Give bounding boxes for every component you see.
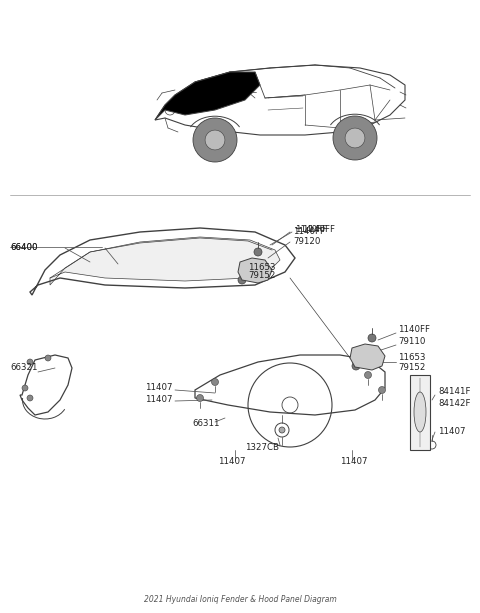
Circle shape	[205, 130, 225, 150]
Text: 66321: 66321	[10, 364, 37, 373]
Text: 66400: 66400	[10, 243, 37, 251]
Text: 11407: 11407	[340, 457, 368, 466]
Text: 1140FF: 1140FF	[293, 227, 325, 237]
Text: 66311: 66311	[192, 419, 219, 427]
Text: 66400: 66400	[10, 243, 37, 253]
Circle shape	[379, 387, 385, 394]
Text: 11407: 11407	[438, 427, 466, 436]
Circle shape	[279, 427, 285, 433]
Circle shape	[368, 334, 376, 342]
Text: 84141F: 84141F	[438, 387, 470, 397]
Text: 79152: 79152	[398, 364, 425, 373]
Text: 1140FF: 1140FF	[398, 326, 430, 335]
Text: 79120: 79120	[293, 237, 320, 246]
Ellipse shape	[414, 392, 426, 432]
Circle shape	[212, 378, 218, 386]
Circle shape	[27, 395, 33, 401]
Text: 11407: 11407	[145, 384, 173, 392]
Polygon shape	[410, 375, 430, 450]
Circle shape	[193, 118, 237, 162]
Circle shape	[352, 362, 360, 370]
Polygon shape	[238, 258, 272, 283]
Text: 79110: 79110	[398, 338, 425, 346]
Circle shape	[27, 359, 33, 365]
Text: 11407: 11407	[218, 457, 245, 466]
Polygon shape	[50, 237, 280, 285]
Circle shape	[333, 116, 377, 160]
Circle shape	[254, 248, 262, 256]
Circle shape	[22, 385, 28, 391]
Text: 11653: 11653	[398, 354, 425, 362]
Circle shape	[364, 371, 372, 378]
Text: 11653: 11653	[248, 264, 276, 273]
Circle shape	[238, 276, 246, 284]
Text: 11407: 11407	[145, 395, 173, 405]
Polygon shape	[350, 344, 385, 370]
Text: 1140FF: 1140FF	[295, 226, 327, 235]
Circle shape	[45, 355, 51, 361]
Circle shape	[196, 395, 204, 402]
Circle shape	[345, 128, 365, 148]
Text: 1327CB: 1327CB	[245, 443, 279, 452]
Text: 2021 Hyundai Ioniq Fender & Hood Panel Diagram: 2021 Hyundai Ioniq Fender & Hood Panel D…	[144, 595, 336, 604]
Text: 84142F: 84142F	[438, 398, 470, 408]
Text: ─ 1140FF: ─ 1140FF	[295, 226, 335, 235]
Text: 79152: 79152	[248, 272, 276, 281]
Polygon shape	[155, 72, 260, 120]
